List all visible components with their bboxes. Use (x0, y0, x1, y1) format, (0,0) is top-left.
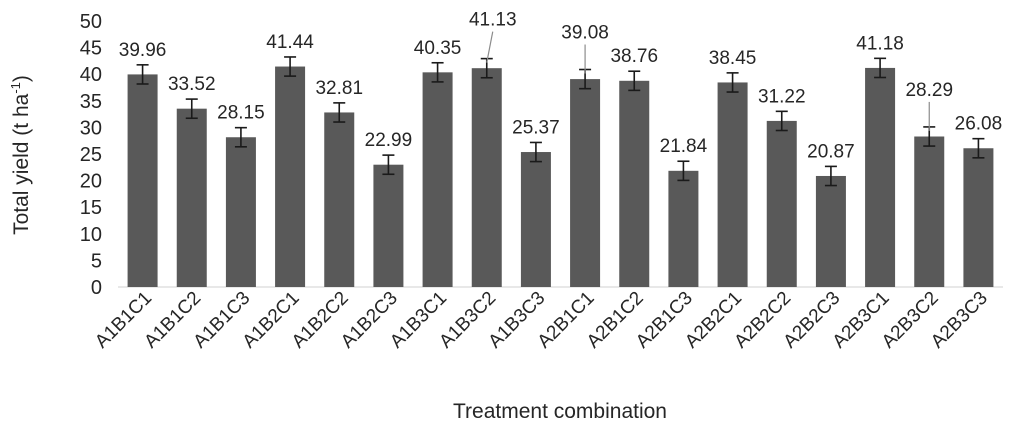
data-label: 26.08 (955, 114, 1003, 135)
error-bar (677, 160, 690, 182)
bar (865, 67, 896, 288)
data-label: 39.08 (561, 23, 609, 44)
bar (914, 136, 945, 287)
error-bar (382, 154, 395, 176)
error-bar (136, 64, 149, 85)
error-bar (234, 126, 247, 148)
bar (422, 72, 453, 287)
y-tick-label: 40 (80, 64, 102, 86)
error-bar (185, 98, 198, 120)
y-tick-label: 30 (80, 117, 102, 139)
y-tick-label: 25 (80, 144, 102, 166)
bar (471, 68, 502, 287)
bar (225, 137, 256, 287)
data-label: 41.13 (469, 10, 517, 31)
error-bar (529, 141, 542, 163)
bar (127, 74, 158, 287)
bar (373, 164, 404, 287)
y-tick-label: 10 (80, 224, 102, 246)
label-leader-lines (486, 31, 930, 131)
bar (324, 112, 355, 287)
category-labels: A1B1C1A1B1C2A1B1C3A1B2C1A1B2C2A1B2C3A1B3… (91, 288, 992, 353)
error-bars (136, 56, 985, 187)
y-tick-label: 5 (91, 250, 102, 272)
bar (520, 152, 551, 287)
x-axis-title: Treatment combination (453, 400, 667, 423)
label-leader-line (486, 31, 494, 63)
data-label: 22.99 (365, 130, 413, 151)
bar (668, 170, 699, 287)
y-tick-label: 15 (80, 197, 102, 219)
error-bar (628, 70, 641, 92)
bar (176, 108, 207, 287)
error-bar (726, 72, 739, 93)
data-label: 32.81 (315, 78, 363, 99)
data-label: 31.22 (758, 86, 806, 107)
data-label: 21.84 (660, 136, 708, 157)
bar (570, 79, 601, 288)
data-label: 28.15 (217, 103, 265, 124)
error-bar (775, 110, 788, 132)
y-axis-ticks: 0 5 10 15 20 25 30 35 40 45 50 (80, 11, 102, 299)
bar (766, 120, 797, 287)
y-axis-title: Total yield (t ha-1) (8, 75, 33, 235)
bar (815, 175, 846, 287)
error-bar (824, 165, 837, 187)
error-bar (284, 56, 297, 77)
data-label: 20.87 (807, 141, 855, 162)
bar (717, 82, 748, 287)
error-bar (333, 102, 346, 123)
bar (963, 148, 994, 287)
error-bar (972, 137, 985, 159)
data-label: 38.76 (610, 46, 658, 67)
bar (275, 66, 306, 287)
data-label: 38.45 (709, 48, 757, 69)
y-tick-label: 50 (80, 11, 102, 33)
y-tick-label: 35 (80, 91, 102, 113)
data-label: 41.44 (266, 32, 314, 53)
error-bar (431, 61, 444, 83)
data-label: 25.37 (512, 117, 560, 138)
error-bar (874, 57, 887, 79)
data-label: 41.18 (856, 33, 904, 54)
y-tick-label: 45 (80, 38, 102, 60)
y-tick-label: 0 (91, 277, 102, 299)
data-label: 28.29 (905, 80, 953, 101)
bars (127, 66, 994, 288)
data-label: 33.52 (168, 74, 216, 95)
y-tick-label: 20 (80, 171, 102, 193)
data-label: 39.96 (119, 40, 167, 61)
data-label: 40.35 (414, 38, 462, 59)
bar (619, 80, 650, 287)
